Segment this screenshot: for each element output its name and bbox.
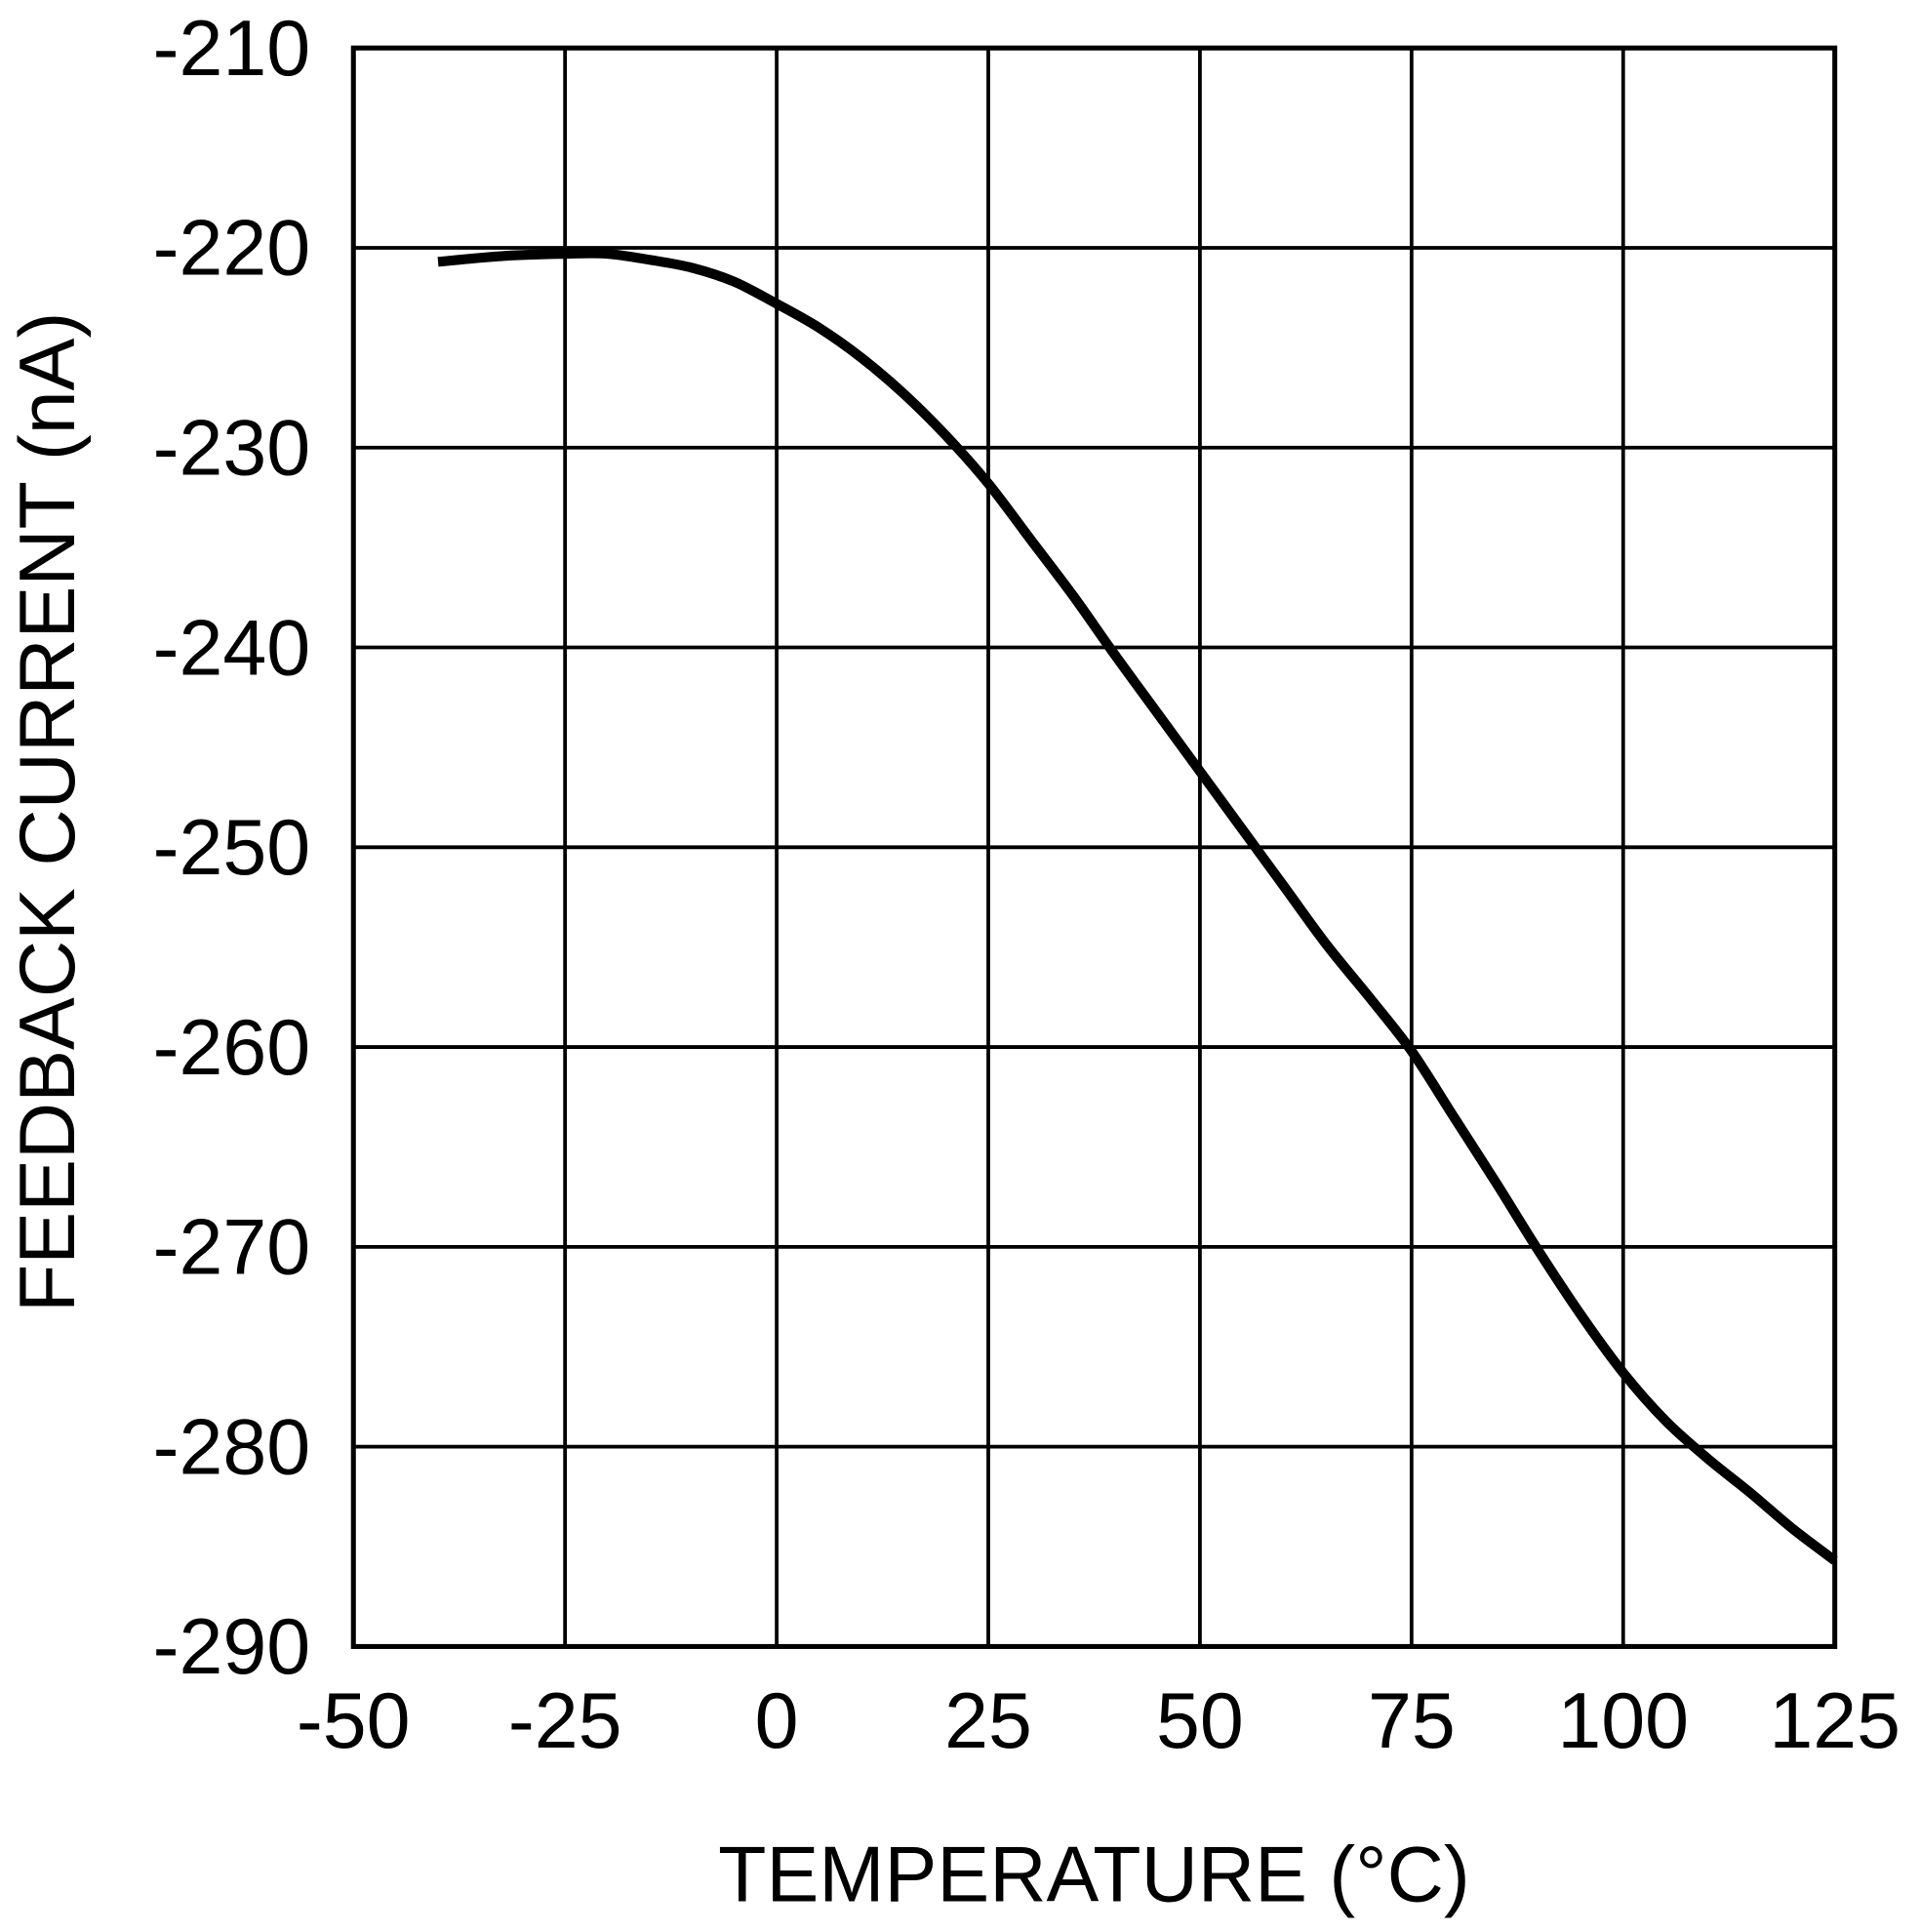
y-tick-label: -250 xyxy=(153,804,311,892)
x-tick-labels: -50 -25 0 25 50 75 100 125 xyxy=(297,1677,1900,1765)
x-tick-label: -25 xyxy=(508,1677,622,1765)
plot-frame xyxy=(350,45,1838,1649)
series-line xyxy=(437,248,1838,1565)
y-tick-label: -260 xyxy=(153,1004,311,1092)
y-axis-label: FEEDBACK CURRENT (nA) xyxy=(4,312,92,1312)
x-tick-label: 0 xyxy=(755,1677,799,1765)
x-tick-label: 75 xyxy=(1368,1677,1456,1765)
y-tick-label: -230 xyxy=(153,404,311,492)
x-tick-label: 100 xyxy=(1557,1677,1689,1765)
x-tick-label: 125 xyxy=(1769,1677,1900,1765)
y-tick-label: -280 xyxy=(153,1403,311,1491)
x-tick-label: -50 xyxy=(297,1677,411,1765)
grid xyxy=(351,46,1837,1649)
y-tick-label: -210 xyxy=(153,5,311,93)
y-tick-label: -270 xyxy=(153,1204,311,1292)
y-tick-label: -220 xyxy=(153,205,311,293)
y-tick-labels: -210 -220 -230 -240 -250 -260 -270 -280 -290 xyxy=(153,5,311,1691)
x-tick-label: 50 xyxy=(1156,1677,1244,1765)
x-axis-label: TEMPERATURE (°C) xyxy=(718,1831,1470,1918)
y-tick-label: -240 xyxy=(153,604,311,692)
y-tick-label: -290 xyxy=(153,1603,311,1691)
x-tick-label: 25 xyxy=(944,1677,1032,1765)
